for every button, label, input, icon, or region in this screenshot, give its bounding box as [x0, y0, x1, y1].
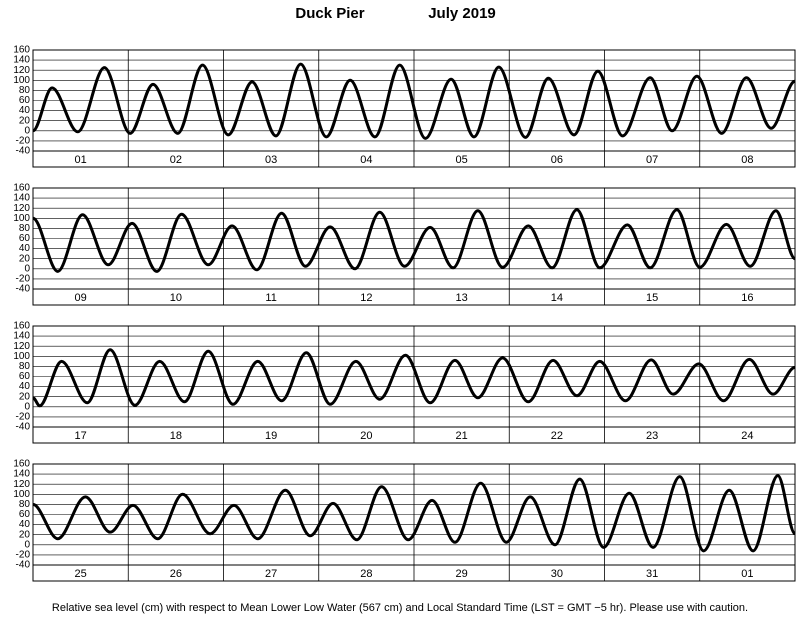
y-tick-label: 160: [13, 45, 30, 56]
y-tick-label: 80: [19, 361, 31, 372]
x-tick-label: 25: [75, 568, 87, 580]
y-tick-label: 60: [19, 95, 31, 106]
x-tick-label: 03: [265, 154, 277, 166]
x-tick-label: 09: [75, 292, 87, 304]
y-tick-label: 20: [19, 115, 31, 126]
y-tick-label: 80: [19, 223, 31, 234]
x-tick-label: 30: [551, 568, 563, 580]
x-tick-label: 16: [741, 292, 753, 304]
x-tick-label: 12: [360, 292, 372, 304]
x-tick-label: 21: [456, 430, 468, 442]
y-tick-label: 0: [24, 539, 30, 550]
x-tick-label: 19: [265, 430, 277, 442]
plot-frame: [32, 49, 796, 168]
y-tick-label: 60: [19, 233, 31, 244]
x-tick-label: 24: [741, 430, 753, 442]
y-tick-label: 140: [13, 331, 30, 342]
x-tick-label: 20: [360, 430, 372, 442]
x-tick-label: 23: [646, 430, 658, 442]
x-tick-label: 01: [741, 568, 753, 580]
y-tick-label: 40: [19, 105, 31, 116]
x-tick-label: 10: [170, 292, 182, 304]
y-tick-label: 100: [13, 489, 30, 500]
y-tick-label: -20: [16, 550, 31, 561]
tide-curve: [31, 62, 796, 140]
x-tick-label: 18: [170, 430, 182, 442]
y-tick-label: 20: [19, 529, 31, 540]
y-tick-label: 80: [19, 499, 31, 510]
y-tick-label: -20: [16, 412, 31, 423]
y-tick-label: 40: [19, 381, 31, 392]
y-tick-label: -40: [16, 422, 31, 433]
y-tick-label: 140: [13, 55, 30, 66]
x-tick-label: 08: [741, 154, 753, 166]
plot-frame: [32, 463, 796, 582]
footnote: Relative sea level (cm) with respect to …: [52, 602, 748, 614]
y-tick-label: 60: [19, 509, 31, 520]
y-tick-label: 40: [19, 519, 31, 530]
x-tick-label: 13: [456, 292, 468, 304]
x-tick-label: 15: [646, 292, 658, 304]
y-tick-label: 160: [13, 183, 30, 194]
y-tick-label: 120: [13, 341, 30, 352]
y-tick-label: 0: [24, 125, 30, 136]
y-tick-label: -40: [16, 284, 31, 295]
plot-frame: [32, 325, 796, 444]
y-tick-label: 0: [24, 401, 30, 412]
x-tick-label: 11: [265, 292, 276, 304]
y-tick-label: 120: [13, 479, 30, 490]
y-tick-label: -40: [16, 560, 31, 571]
y-tick-label: 40: [19, 243, 31, 254]
plot-frame: [32, 187, 796, 306]
y-tick-label: 20: [19, 253, 31, 264]
y-tick-label: 120: [13, 203, 30, 214]
x-tick-label: 07: [646, 154, 658, 166]
x-tick-label: 26: [170, 568, 182, 580]
x-tick-label: 29: [456, 568, 468, 580]
y-tick-label: -20: [16, 274, 31, 285]
y-tick-label: 120: [13, 65, 30, 76]
x-tick-label: 01: [75, 154, 87, 166]
y-tick-label: 80: [19, 85, 31, 96]
tide-curve: [32, 474, 797, 553]
y-tick-label: 160: [13, 459, 30, 470]
y-tick-label: 0: [24, 263, 30, 274]
x-tick-label: 22: [551, 430, 563, 442]
x-tick-label: 14: [551, 292, 563, 304]
y-tick-label: 160: [13, 321, 30, 332]
x-tick-label: 04: [360, 154, 372, 166]
x-tick-label: 17: [75, 430, 87, 442]
y-tick-label: 100: [13, 213, 30, 224]
y-tick-label: 20: [19, 391, 31, 402]
y-tick-label: 60: [19, 371, 31, 382]
y-tick-label: -40: [16, 146, 31, 157]
x-tick-label: 31: [646, 568, 658, 580]
y-tick-label: -20: [16, 136, 31, 147]
tide-curve: [32, 208, 797, 273]
x-tick-label: 27: [265, 568, 277, 580]
y-tick-label: 140: [13, 469, 30, 480]
y-tick-label: 100: [13, 75, 30, 86]
x-tick-label: 06: [551, 154, 563, 166]
y-tick-label: 100: [13, 351, 30, 362]
y-tick-label: 140: [13, 193, 30, 204]
x-tick-label: 02: [170, 154, 182, 166]
chart-title: Duck Pier: [295, 5, 364, 22]
tide-curve: [32, 348, 796, 408]
x-tick-label: 05: [456, 154, 468, 166]
x-tick-label: 28: [360, 568, 372, 580]
chart-subtitle: July 2019: [428, 5, 496, 22]
